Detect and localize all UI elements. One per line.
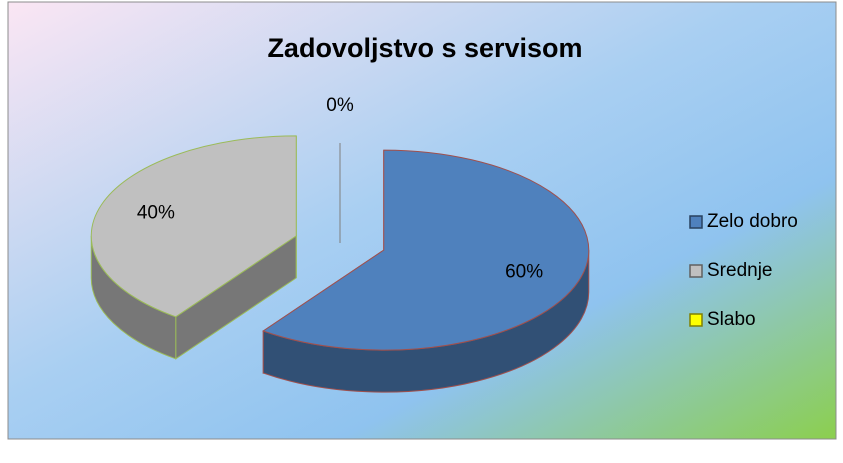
data-label: 0% — [326, 95, 354, 116]
pie-slice — [262, 149, 590, 351]
data-label: 60% — [505, 261, 543, 282]
legend-label: Zelo dobro — [707, 211, 798, 232]
legend-swatch — [689, 264, 703, 278]
pie-slice — [90, 135, 297, 318]
legend-swatch — [689, 313, 703, 327]
chart-title: Zadovoljstvo s servisom — [267, 33, 582, 63]
data-label: 40% — [137, 203, 175, 224]
legend-swatch — [689, 215, 703, 229]
legend-label: Slabo — [707, 309, 756, 330]
legend-label: Srednje — [707, 260, 773, 281]
